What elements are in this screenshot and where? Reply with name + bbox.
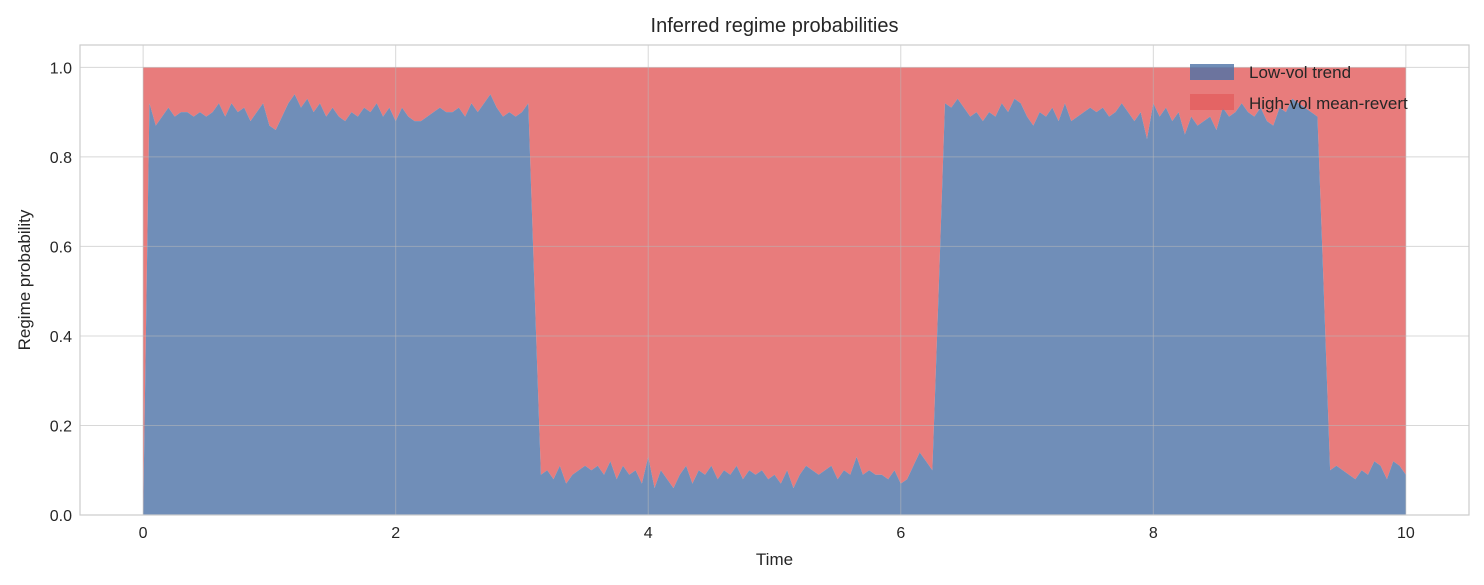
x-tick-label: 0 xyxy=(139,525,148,542)
legend-label-low-vol-trend: Low-vol trend xyxy=(1249,63,1351,82)
x-axis-ticks: 0 2 4 6 8 10 xyxy=(139,525,1415,542)
legend-swatch-high-vol-mean-revert xyxy=(1190,94,1234,110)
x-tick-label: 10 xyxy=(1397,525,1415,542)
series-layer xyxy=(143,67,1406,516)
y-axis-ticks: 0.0 0.2 0.4 0.6 0.8 1.0 xyxy=(50,60,72,525)
y-tick-label: 0.6 xyxy=(50,239,72,256)
plot-frame xyxy=(79,44,1470,516)
legend: Low-vol trend High-vol mean-revert xyxy=(1190,63,1408,113)
legend-swatch-low-vol-trend xyxy=(1190,64,1234,80)
y-axis-label: Regime probability xyxy=(15,209,34,350)
x-axis-label: Time xyxy=(756,550,793,569)
legend-label-high-vol-mean-revert: High-vol mean-revert xyxy=(1249,94,1408,113)
chart-title: Inferred regime probabilities xyxy=(651,15,899,37)
area-low-vol-trend xyxy=(143,94,1406,516)
y-tick-label: 0.2 xyxy=(50,418,72,435)
x-tick-label: 4 xyxy=(644,525,653,542)
y-tick-label: 1.0 xyxy=(50,60,72,77)
y-tick-label: 0.0 xyxy=(50,508,72,525)
x-tick-label: 8 xyxy=(1149,525,1158,542)
x-tick-label: 6 xyxy=(896,525,905,542)
area-high-vol-mean-revert xyxy=(143,67,1406,515)
y-tick-label: 0.4 xyxy=(50,329,72,346)
y-tick-label: 0.8 xyxy=(50,150,72,167)
x-tick-label: 2 xyxy=(391,525,400,542)
